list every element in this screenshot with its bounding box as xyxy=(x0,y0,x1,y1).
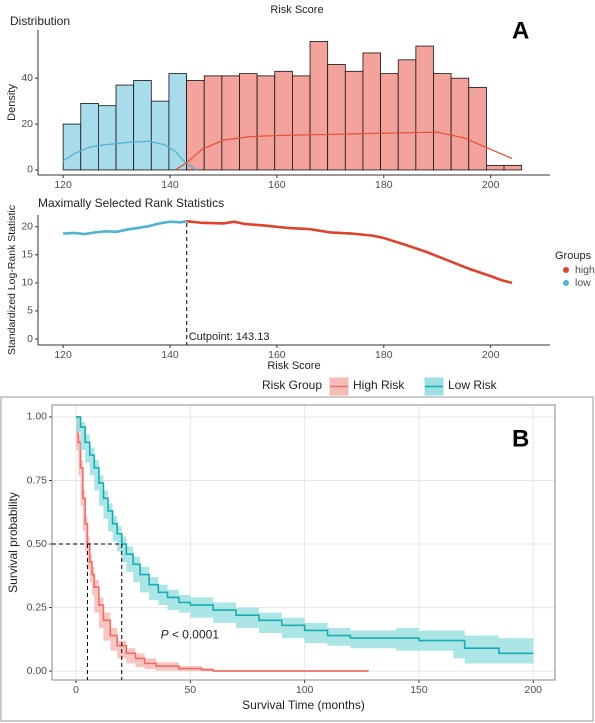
x-tick-label: 120 xyxy=(54,179,72,191)
chart-title: Maximally Selected Rank Statistics xyxy=(38,196,224,210)
y-tick-label: 0.75 xyxy=(27,474,48,486)
bar xyxy=(450,77,470,171)
y-tick-label: 5 xyxy=(27,305,33,317)
bar xyxy=(433,73,452,171)
x-tick-label: 140 xyxy=(161,179,179,191)
density-line xyxy=(175,131,513,171)
y-tick-label: 20 xyxy=(21,118,33,130)
legend-label: High Risk xyxy=(353,378,405,392)
bar xyxy=(115,84,135,171)
survival-curve xyxy=(76,416,369,672)
x-tick-label: 100 xyxy=(296,684,314,696)
bar xyxy=(239,73,258,171)
legend-marker xyxy=(563,280,569,286)
bar xyxy=(397,59,417,171)
legend-label: high xyxy=(575,264,595,276)
bar xyxy=(186,80,205,171)
x-axis-label: Risk Score xyxy=(267,360,320,372)
y-tick-label: 20 xyxy=(21,221,33,233)
panel-b-frame xyxy=(0,396,594,722)
plot-border xyxy=(51,404,556,681)
stat-line xyxy=(186,219,513,285)
density-line xyxy=(62,140,198,171)
x-tick-label: 200 xyxy=(482,349,500,361)
bar xyxy=(274,70,293,171)
p-italic: P xyxy=(161,628,169,642)
bar xyxy=(503,164,523,171)
cutpoint-label: Cutpoint: 143.13 xyxy=(189,331,270,343)
legend-label: low xyxy=(575,277,591,289)
bar xyxy=(256,75,276,171)
x-tick-label: 200 xyxy=(482,179,500,191)
x-tick-label: 200 xyxy=(525,684,543,696)
bar xyxy=(203,75,223,171)
bar xyxy=(168,73,187,171)
chart-title: Risk Score xyxy=(270,4,323,16)
p-value: P < 0.0001 xyxy=(161,628,220,642)
p-text: < 0.0001 xyxy=(169,628,220,642)
stat-line xyxy=(63,219,187,236)
bar xyxy=(344,70,364,171)
x-tick-label: 180 xyxy=(375,179,393,191)
survival-curve xyxy=(76,416,534,655)
x-tick-label: 50 xyxy=(184,684,196,696)
y-tick-label: 0.50 xyxy=(27,538,48,550)
y-axis-label: Standardized Log-Rank Statistic xyxy=(6,205,18,355)
bar xyxy=(221,75,240,171)
bar xyxy=(62,123,82,171)
x-tick-label: 160 xyxy=(268,349,286,361)
x-tick-label: 180 xyxy=(375,349,393,361)
bar xyxy=(327,64,346,171)
bar xyxy=(309,41,329,171)
y-tick-label: 0.25 xyxy=(27,601,48,613)
x-tick-label: 0 xyxy=(73,684,79,696)
legend-label: Low Risk xyxy=(448,378,498,392)
bar xyxy=(150,100,170,171)
panel-label: A xyxy=(512,17,529,44)
legend-title: Groups xyxy=(555,250,592,262)
x-axis-label: Survival Time (months) xyxy=(242,698,365,712)
legend-marker xyxy=(563,267,569,273)
y-tick-label: 0.00 xyxy=(27,665,48,677)
y-tick-label: 0 xyxy=(27,333,33,345)
y-tick-label: 15 xyxy=(21,249,33,261)
x-tick-label: 160 xyxy=(268,179,286,191)
legend-title: Risk Group xyxy=(262,378,322,392)
bar xyxy=(80,103,99,171)
y-tick-label: 10 xyxy=(21,277,33,289)
y-tick-label: 1.00 xyxy=(27,411,48,423)
bar xyxy=(486,164,505,171)
x-tick-label: 140 xyxy=(161,349,179,361)
y-axis-label: Density xyxy=(6,84,18,121)
panel-label: B xyxy=(512,425,529,452)
bar xyxy=(291,75,311,171)
bar xyxy=(97,105,117,171)
bar xyxy=(362,52,381,171)
chart-subtitle: Distribution xyxy=(10,14,70,28)
y-tick-label: 40 xyxy=(21,72,33,84)
bar xyxy=(415,45,434,171)
x-tick-label: 150 xyxy=(410,684,428,696)
bar xyxy=(380,73,399,171)
bar xyxy=(468,86,487,171)
y-axis-label: Survival probability xyxy=(6,492,20,593)
y-tick-label: 0 xyxy=(27,164,33,176)
x-tick-label: 120 xyxy=(54,349,72,361)
bar xyxy=(133,80,152,171)
